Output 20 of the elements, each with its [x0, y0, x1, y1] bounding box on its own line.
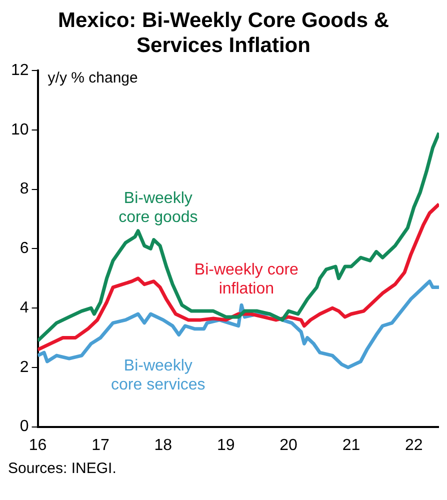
series-label: Bi-weekly core goods — [118, 190, 198, 226]
y-tick-label: 10 — [11, 121, 29, 138]
series-label: Bi-weekly core services — [111, 358, 206, 394]
y-axis-title: y/y % change — [48, 70, 138, 87]
y-tick-label: 6 — [20, 240, 29, 258]
y-tick-label: 4 — [20, 299, 29, 316]
series-label: Bi-weekly core inflation — [194, 261, 299, 298]
x-tick-label: 16 — [28, 436, 47, 454]
y-tick-label: 0 — [20, 418, 29, 436]
source-note: Sources: INEGI. — [8, 460, 118, 477]
y-tick-label: 8 — [20, 180, 29, 198]
x-tick-label: 22 — [405, 436, 423, 454]
x-tick-label: 17 — [92, 436, 110, 454]
x-tick-label: 20 — [280, 436, 298, 454]
x-tick-label: 21 — [342, 436, 360, 454]
chart-title: Mexico: Bi-Weekly Core Goods & Services Inflation — [56, 8, 390, 58]
y-tick-label: 12 — [11, 62, 29, 80]
x-tick-label: 19 — [216, 436, 235, 454]
y-tick-label: 2 — [20, 358, 29, 376]
x-tick-label: 18 — [154, 436, 172, 454]
